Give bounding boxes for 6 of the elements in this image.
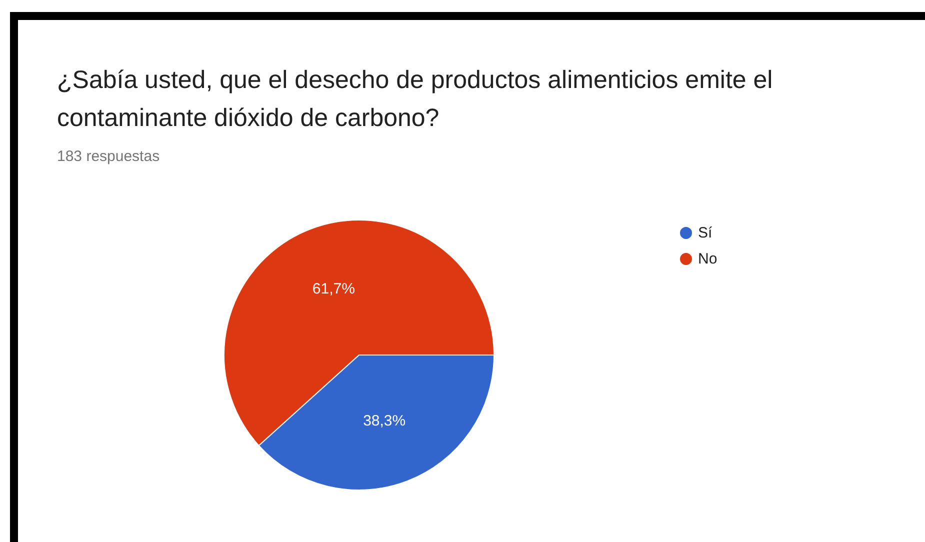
chart-subtitle: 183 respuestas xyxy=(57,148,160,165)
legend-label: Sí xyxy=(698,224,714,242)
chart-title: ¿Sabía usted, que el desecho de productos alimenticios emite el contaminante dióxido de carbono? xyxy=(57,66,780,132)
data-label: 61,7% xyxy=(312,280,355,298)
legend-label: No xyxy=(698,250,718,268)
data-label: 38,3% xyxy=(363,412,406,430)
